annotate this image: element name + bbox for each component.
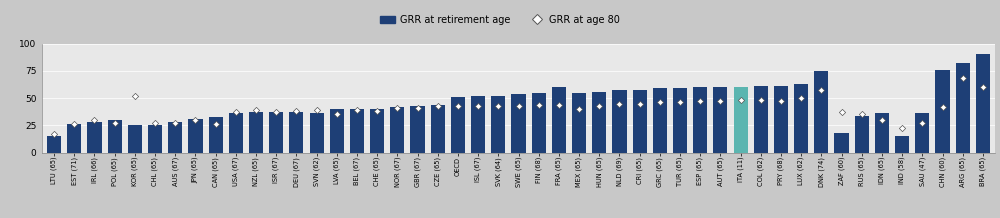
Point xyxy=(490,104,506,107)
Bar xyxy=(834,133,849,153)
Bar xyxy=(633,90,647,153)
Bar xyxy=(47,136,61,153)
Point xyxy=(672,101,688,104)
Point xyxy=(288,109,304,113)
Point xyxy=(571,107,587,111)
Bar xyxy=(653,88,667,153)
Point xyxy=(652,101,668,104)
Point xyxy=(66,123,82,126)
Bar xyxy=(814,71,828,153)
Point xyxy=(470,104,486,107)
Point xyxy=(874,118,890,122)
Point xyxy=(309,108,325,112)
Point xyxy=(167,121,183,125)
Point xyxy=(632,102,648,105)
Point xyxy=(268,111,284,114)
Bar xyxy=(209,117,223,153)
Bar xyxy=(249,112,263,153)
Point xyxy=(733,99,749,102)
Bar xyxy=(451,97,465,153)
Bar xyxy=(935,70,950,153)
Bar xyxy=(754,86,768,153)
Point xyxy=(894,126,910,129)
Point xyxy=(208,123,224,126)
Point xyxy=(935,105,951,109)
Point xyxy=(410,106,426,110)
Bar xyxy=(269,112,283,153)
Bar xyxy=(572,93,586,153)
Bar xyxy=(188,119,203,153)
Point xyxy=(248,108,264,112)
Bar xyxy=(693,87,707,153)
Bar xyxy=(108,120,122,153)
Bar xyxy=(794,84,808,153)
Bar xyxy=(592,92,606,153)
Bar xyxy=(350,109,364,153)
Bar xyxy=(915,113,929,153)
Bar xyxy=(148,125,162,153)
Bar xyxy=(431,105,445,153)
Point xyxy=(854,113,870,116)
Point xyxy=(712,100,728,103)
Bar xyxy=(713,87,727,153)
Legend: GRR at retirement age, GRR at age 80: GRR at retirement age, GRR at age 80 xyxy=(380,15,620,25)
Bar xyxy=(855,116,869,153)
Point xyxy=(46,132,62,136)
Bar xyxy=(390,107,404,153)
Point xyxy=(611,102,627,105)
Bar xyxy=(310,113,324,153)
Point xyxy=(430,104,446,107)
Point xyxy=(127,94,143,98)
Bar xyxy=(956,63,970,153)
Point xyxy=(955,77,971,80)
Bar xyxy=(673,88,687,153)
Bar xyxy=(87,122,102,153)
Point xyxy=(187,118,203,122)
Point xyxy=(147,121,163,125)
Bar xyxy=(552,87,566,153)
Point xyxy=(329,113,345,116)
Point xyxy=(834,111,850,114)
Bar xyxy=(612,90,627,153)
Point xyxy=(86,118,102,122)
Point xyxy=(773,100,789,103)
Point xyxy=(107,121,123,125)
Bar xyxy=(734,87,748,153)
Bar xyxy=(370,109,384,153)
Point xyxy=(591,104,607,107)
Bar xyxy=(895,136,909,153)
Bar xyxy=(410,106,425,153)
Bar xyxy=(128,125,142,153)
Bar xyxy=(330,109,344,153)
Point xyxy=(813,89,829,92)
Bar xyxy=(471,96,485,153)
Bar xyxy=(168,122,182,153)
Bar xyxy=(976,54,990,153)
Bar xyxy=(532,93,546,153)
Point xyxy=(389,106,405,110)
Point xyxy=(510,104,526,107)
Bar xyxy=(875,113,889,153)
Bar xyxy=(511,94,526,153)
Point xyxy=(450,104,466,107)
Point xyxy=(228,111,244,114)
Point xyxy=(753,99,769,102)
Point xyxy=(975,85,991,89)
Bar xyxy=(67,124,81,153)
Point xyxy=(551,103,567,106)
Bar xyxy=(774,86,788,153)
Point xyxy=(692,100,708,103)
Point xyxy=(349,108,365,112)
Point xyxy=(793,96,809,100)
Bar xyxy=(229,113,243,153)
Point xyxy=(914,121,930,125)
Bar xyxy=(491,96,505,153)
Bar xyxy=(289,112,303,153)
Point xyxy=(531,103,547,106)
Point xyxy=(369,109,385,113)
